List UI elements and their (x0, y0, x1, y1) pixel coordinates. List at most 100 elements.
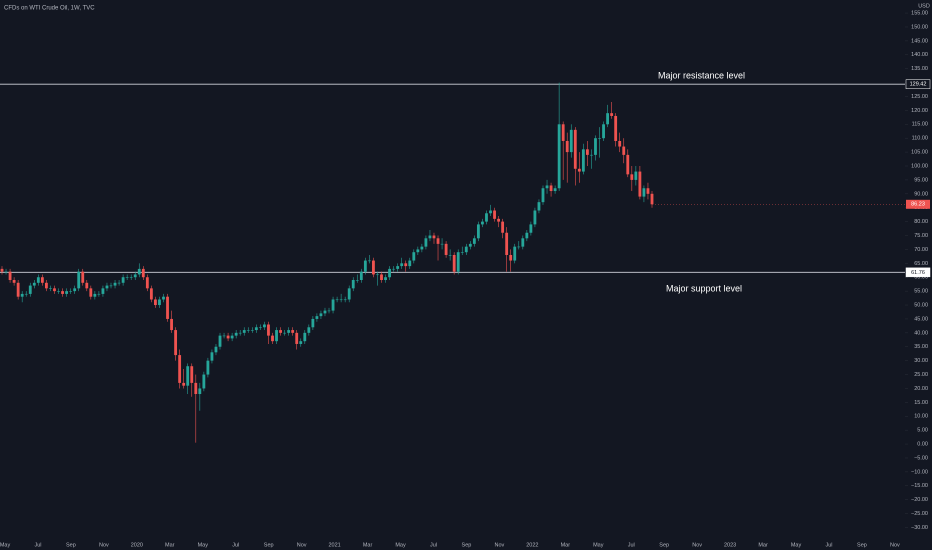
x-tick-label: May (791, 542, 802, 548)
candle-body (93, 293, 97, 297)
candle-body (291, 330, 295, 333)
candle-body (489, 210, 492, 214)
y-tick-label: −10.00 (911, 469, 928, 475)
candle-body (246, 330, 250, 331)
candle-body (154, 299, 157, 306)
candle-body (85, 282, 89, 289)
candle-body (638, 171, 642, 197)
candle-body (565, 140, 569, 153)
candle-body (351, 280, 355, 289)
y-tick-label: 15.00 (914, 400, 928, 406)
y-tick-label: 75.00 (914, 233, 928, 239)
y-tick-label: 145.00 (911, 38, 928, 44)
candle-body (28, 285, 32, 294)
x-tick-label: 2020 (131, 542, 143, 548)
x-tick-label: Mar (363, 542, 373, 548)
candle-body (420, 246, 424, 250)
currency-label: USD (918, 3, 930, 9)
candle-body (388, 268, 391, 278)
candle-body (367, 260, 371, 262)
candle-body (287, 330, 291, 333)
candle-body (226, 335, 230, 339)
x-tick-label: Jul (232, 542, 239, 548)
candle-body (497, 218, 500, 222)
candle-body (263, 324, 266, 328)
candle-body (634, 171, 638, 180)
y-tick-label: 90.00 (914, 191, 928, 197)
x-tick-label: Sep (66, 542, 76, 548)
candle-body (315, 316, 319, 319)
x-tick-label: Sep (462, 542, 472, 548)
candle-body (444, 243, 448, 255)
candle-body (222, 335, 226, 337)
candle-body (36, 277, 40, 283)
candle-body (32, 282, 36, 286)
candle-body (158, 299, 161, 306)
candle-body (283, 332, 287, 334)
candle-body (61, 291, 64, 294)
x-tick-label: 2022 (526, 542, 538, 548)
candle-body (481, 221, 484, 225)
candle-body (69, 291, 73, 292)
candle-body (149, 288, 153, 300)
x-tick-label: Sep (264, 542, 274, 548)
y-tick-label: 10.00 (914, 414, 928, 420)
last-price-box (906, 199, 930, 209)
y-tick-label: 45.00 (914, 316, 928, 322)
candle-body (650, 193, 654, 205)
candle-body (307, 327, 311, 333)
candle-body (359, 271, 363, 281)
candle-body (501, 221, 505, 233)
candle-body (428, 235, 432, 239)
candle-body (436, 238, 440, 244)
x-tick-label: May (0, 542, 10, 548)
candle-body (505, 232, 509, 255)
candle-body (493, 210, 496, 219)
candle-body (166, 296, 169, 319)
candle-body (57, 291, 60, 292)
candle-body (178, 355, 182, 383)
candle-body (162, 296, 165, 300)
candle-body (541, 188, 545, 203)
candle-body (606, 113, 610, 125)
candle-body (267, 324, 270, 336)
x-tick-label: Nov (297, 542, 307, 548)
candle-body (53, 288, 56, 292)
candle-body (517, 246, 521, 248)
candle-body (392, 268, 396, 270)
candle-body (129, 277, 133, 278)
y-tick-label: 150.00 (911, 24, 928, 30)
y-tick-label: 35.00 (914, 344, 928, 350)
x-tick-label: 2021 (328, 542, 340, 548)
y-tick-label: 60.00 (914, 275, 928, 281)
y-tick-label: 5.00 (917, 428, 928, 434)
x-tick-label: Jul (430, 542, 437, 548)
candle-body (630, 174, 634, 180)
candle-body (73, 288, 77, 292)
candle-body (8, 271, 12, 281)
candle-body (327, 310, 331, 312)
candle-body (380, 274, 383, 281)
candle-body (602, 124, 605, 139)
candle-body (577, 168, 581, 172)
level-price-label: 129.42 (910, 82, 927, 88)
candle-body (468, 243, 472, 247)
candle-body (133, 274, 137, 278)
candle-body (448, 254, 452, 256)
candle-body (485, 213, 488, 222)
y-tick-label: 105.00 (911, 150, 928, 156)
candle-body (561, 124, 565, 141)
candle-body (254, 327, 258, 331)
candle-body (77, 271, 81, 289)
candle-body (614, 115, 618, 141)
y-tick-label: 30.00 (914, 358, 928, 364)
candle-body (513, 246, 517, 261)
x-tick-label: Mar (561, 542, 571, 548)
candle-body (214, 346, 218, 353)
candle-body (271, 335, 274, 342)
y-tick-label: 95.00 (914, 177, 928, 183)
candle-body (525, 232, 529, 239)
candle-body (20, 293, 24, 297)
y-tick-label: 140.00 (911, 52, 928, 58)
candle-body (452, 254, 456, 272)
